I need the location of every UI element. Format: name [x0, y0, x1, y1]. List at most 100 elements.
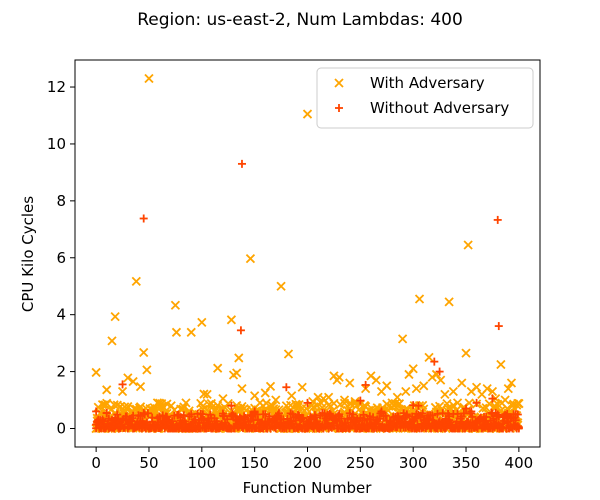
- point-with-adversary: [281, 401, 292, 411]
- point-with-adversary: [123, 373, 133, 383]
- point-without-adversary: [369, 413, 378, 422]
- point-with-adversary: [487, 386, 498, 397]
- point-without-adversary: [435, 367, 444, 376]
- point-with-adversary: [234, 353, 244, 363]
- point-with-adversary: [110, 312, 120, 322]
- point-with-adversary: [506, 378, 517, 388]
- legend-label: With Adversary: [370, 74, 485, 92]
- point-with-adversary: [154, 398, 165, 408]
- point-without-adversary: [475, 414, 484, 423]
- point-with-adversary: [392, 392, 402, 402]
- point-with-adversary: [139, 347, 149, 358]
- point-without-adversary: [198, 410, 207, 419]
- point-without-adversary: [482, 413, 491, 422]
- point-without-adversary: [299, 414, 308, 423]
- point-with-adversary: [199, 389, 209, 399]
- point-with-adversary: [91, 367, 101, 378]
- point-without-adversary: [428, 411, 437, 420]
- point-without-adversary: [118, 380, 127, 389]
- point-with-adversary: [339, 395, 350, 405]
- point-without-adversary: [218, 411, 227, 420]
- point-without-adversary: [143, 409, 152, 418]
- y-tick-label: 0: [56, 420, 66, 438]
- point-with-adversary: [403, 404, 413, 415]
- point-without-adversary: [445, 412, 454, 421]
- legend-label: Without Adversary: [370, 99, 509, 117]
- point-with-adversary: [287, 391, 297, 401]
- point-without-adversary: [394, 412, 403, 421]
- point-without-adversary: [509, 410, 518, 419]
- x-axis-ticks: 0 50 100 150 200 250 300 350 400: [91, 447, 533, 472]
- point-with-adversary: [371, 375, 381, 385]
- point-with-adversary: [202, 389, 212, 399]
- point-with-adversary: [197, 317, 207, 327]
- point-without-adversary: [92, 407, 101, 416]
- y-tick-label: 4: [56, 306, 66, 324]
- point-with-adversary: [463, 240, 473, 250]
- point-without-adversary: [359, 410, 368, 419]
- point-with-adversary: [276, 281, 286, 291]
- point-without-adversary: [303, 398, 312, 407]
- point-without-adversary: [361, 380, 370, 389]
- point-without-adversary: [223, 415, 232, 424]
- legend-marker: [335, 104, 343, 112]
- point-without-adversary: [503, 418, 512, 427]
- point-with-adversary: [350, 396, 360, 407]
- point-with-adversary: [135, 382, 146, 392]
- point-with-adversary: [503, 384, 513, 394]
- point-without-adversary: [514, 423, 523, 432]
- point-with-adversary: [123, 401, 133, 412]
- legend: With Adversary Without Adversary: [316, 67, 534, 129]
- point-with-adversary: [128, 376, 138, 387]
- point-with-adversary: [424, 352, 434, 363]
- point-with-adversary: [265, 381, 276, 392]
- x-tick-label: 350: [452, 454, 481, 472]
- point-with-adversary: [408, 364, 418, 374]
- x-tick-label: 400: [505, 454, 534, 472]
- point-with-adversary: [232, 368, 242, 378]
- point-without-adversary: [261, 410, 270, 419]
- point-without-adversary: [494, 322, 503, 331]
- point-with-adversary: [207, 402, 218, 412]
- point-without-adversary: [335, 410, 344, 419]
- series-layer: [91, 73, 524, 434]
- point-without-adversary: [322, 415, 331, 424]
- x-axis-label: Function Number: [243, 479, 373, 497]
- legend-item: With Adversary: [334, 74, 485, 92]
- point-without-adversary: [499, 413, 508, 422]
- point-without-adversary: [227, 401, 236, 410]
- y-tick-label: 2: [56, 363, 66, 381]
- point-with-adversary: [345, 378, 355, 388]
- point-without-adversary: [381, 411, 390, 420]
- x-tick-label: 200: [293, 454, 322, 472]
- point-without-adversary: [250, 407, 259, 416]
- point-with-adversary: [448, 386, 458, 397]
- point-with-adversary: [170, 300, 181, 310]
- point-with-adversary: [401, 386, 411, 397]
- legend-items: With Adversary Without Adversary: [334, 74, 509, 117]
- point-without-adversary: [467, 407, 476, 416]
- point-without-adversary: [488, 394, 497, 403]
- legend-item: Without Adversary: [335, 99, 509, 117]
- point-with-adversary: [292, 403, 302, 414]
- point-with-adversary: [334, 372, 344, 382]
- point-with-adversary: [213, 363, 223, 373]
- x-tick-label: 100: [187, 454, 216, 472]
- point-with-adversary: [131, 276, 141, 287]
- point-without-adversary: [176, 413, 185, 422]
- point-with-adversary: [323, 392, 334, 402]
- point-without-adversary: [142, 418, 151, 427]
- point-with-adversary: [297, 382, 307, 392]
- point-with-adversary: [171, 327, 182, 337]
- point-without-adversary: [139, 214, 148, 223]
- point-without-adversary: [113, 410, 122, 419]
- y-tick-label: 12: [47, 78, 66, 96]
- x-tick-label: 150: [240, 454, 269, 472]
- point-without-adversary: [377, 407, 386, 416]
- series-without-adversary: [92, 159, 523, 433]
- point-with-adversary: [411, 384, 421, 394]
- x-tick-label: 50: [139, 454, 158, 472]
- x-tick-label: 250: [346, 454, 375, 472]
- point-with-adversary: [117, 386, 128, 397]
